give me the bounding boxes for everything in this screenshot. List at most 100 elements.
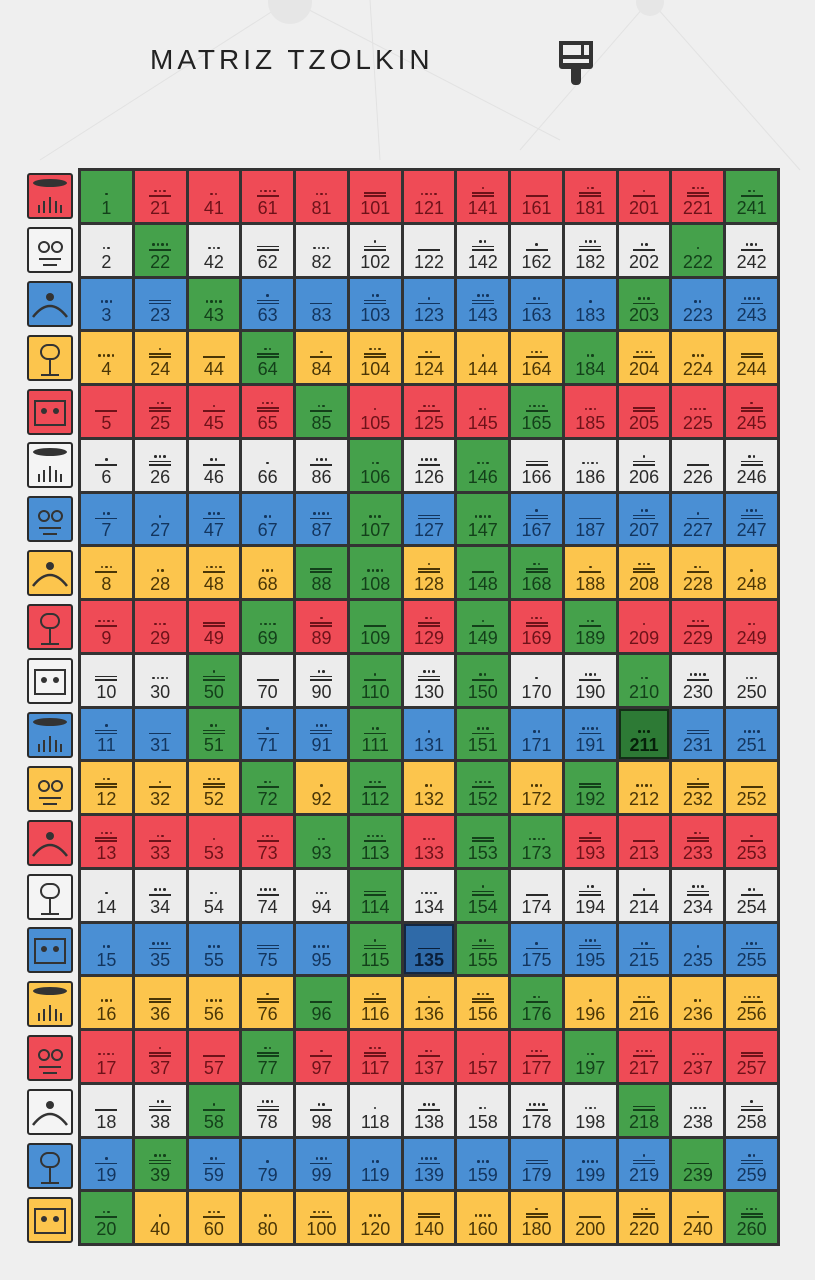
kin-cell-53[interactable]: 53 xyxy=(188,816,240,867)
kin-cell-179[interactable]: 179 xyxy=(511,1138,562,1190)
kin-cell-238[interactable]: 238 xyxy=(672,1084,724,1136)
kin-cell-65[interactable]: 65 xyxy=(242,386,294,437)
kin-cell-157[interactable]: 157 xyxy=(457,1031,509,1082)
kin-cell-197[interactable]: 197 xyxy=(564,1031,616,1082)
kin-cell-212[interactable]: 212 xyxy=(618,762,670,813)
kin-cell-162[interactable]: 162 xyxy=(511,224,562,276)
kin-cell-119[interactable]: 119 xyxy=(349,1138,401,1190)
kin-cell-229[interactable]: 229 xyxy=(672,601,724,652)
kin-cell-46[interactable]: 46 xyxy=(188,439,240,491)
kin-cell-5[interactable]: 5 xyxy=(81,386,132,437)
kin-cell-71[interactable]: 71 xyxy=(242,708,294,760)
kin-cell-203[interactable]: 203 xyxy=(618,278,670,330)
kin-cell-236[interactable]: 236 xyxy=(672,977,724,1028)
seal-red-serpent-icon[interactable] xyxy=(27,388,73,435)
kin-cell-92[interactable]: 92 xyxy=(296,762,347,813)
kin-cell-223[interactable]: 223 xyxy=(672,278,724,330)
kin-cell-133[interactable]: 133 xyxy=(403,816,455,867)
kin-cell-250[interactable]: 250 xyxy=(726,654,777,706)
seal-white-worldbridger-icon[interactable] xyxy=(27,442,73,489)
kin-cell-113[interactable]: 113 xyxy=(349,816,401,867)
kin-cell-241[interactable]: 241 xyxy=(726,171,777,222)
kin-cell-17[interactable]: 17 xyxy=(81,1031,132,1082)
kin-cell-35[interactable]: 35 xyxy=(134,923,186,975)
kin-cell-247[interactable]: 247 xyxy=(726,493,777,545)
kin-cell-20[interactable]: 20 xyxy=(81,1192,132,1243)
kin-cell-126[interactable]: 126 xyxy=(403,439,455,491)
kin-cell-258[interactable]: 258 xyxy=(726,1084,777,1136)
kin-cell-260[interactable]: 260 xyxy=(726,1192,777,1243)
kin-cell-145[interactable]: 145 xyxy=(457,386,509,437)
kin-cell-39[interactable]: 39 xyxy=(134,1138,186,1190)
kin-cell-166[interactable]: 166 xyxy=(511,439,562,491)
kin-cell-41[interactable]: 41 xyxy=(188,171,240,222)
kin-cell-231[interactable]: 231 xyxy=(672,708,724,760)
kin-cell-135[interactable]: 135 xyxy=(403,923,455,975)
kin-cell-85[interactable]: 85 xyxy=(296,386,347,437)
kin-cell-225[interactable]: 225 xyxy=(672,386,724,437)
kin-cell-216[interactable]: 216 xyxy=(618,977,670,1028)
kin-cell-198[interactable]: 198 xyxy=(564,1084,616,1136)
kin-cell-159[interactable]: 159 xyxy=(457,1138,509,1190)
kin-cell-121[interactable]: 121 xyxy=(403,171,455,222)
kin-cell-144[interactable]: 144 xyxy=(457,332,509,383)
seal-yellow-seed-icon[interactable] xyxy=(27,334,73,381)
kin-cell-132[interactable]: 132 xyxy=(403,762,455,813)
seal-white-wind-icon[interactable] xyxy=(27,226,73,273)
kin-cell-6[interactable]: 6 xyxy=(81,439,132,491)
kin-cell-100[interactable]: 100 xyxy=(296,1192,347,1243)
kin-cell-124[interactable]: 124 xyxy=(403,332,455,383)
kin-cell-160[interactable]: 160 xyxy=(457,1192,509,1243)
kin-cell-219[interactable]: 219 xyxy=(618,1138,670,1190)
kin-cell-168[interactable]: 168 xyxy=(511,547,562,598)
kin-cell-218[interactable]: 218 xyxy=(618,1084,670,1136)
kin-cell-153[interactable]: 153 xyxy=(457,816,509,867)
kin-cell-141[interactable]: 141 xyxy=(457,171,509,222)
kin-cell-232[interactable]: 232 xyxy=(672,762,724,813)
kin-cell-90[interactable]: 90 xyxy=(296,654,347,706)
kin-cell-19[interactable]: 19 xyxy=(81,1138,132,1190)
kin-cell-136[interactable]: 136 xyxy=(403,977,455,1028)
kin-cell-201[interactable]: 201 xyxy=(618,171,670,222)
kin-cell-76[interactable]: 76 xyxy=(242,977,294,1028)
kin-cell-147[interactable]: 147 xyxy=(457,493,509,545)
kin-cell-156[interactable]: 156 xyxy=(457,977,509,1028)
kin-cell-34[interactable]: 34 xyxy=(134,869,186,921)
kin-cell-31[interactable]: 31 xyxy=(134,708,186,760)
kin-cell-137[interactable]: 137 xyxy=(403,1031,455,1082)
kin-cell-183[interactable]: 183 xyxy=(564,278,616,330)
kin-cell-110[interactable]: 110 xyxy=(349,654,401,706)
kin-cell-12[interactable]: 12 xyxy=(81,762,132,813)
kin-cell-244[interactable]: 244 xyxy=(726,332,777,383)
kin-cell-24[interactable]: 24 xyxy=(134,332,186,383)
kin-cell-118[interactable]: 118 xyxy=(349,1084,401,1136)
kin-cell-101[interactable]: 101 xyxy=(349,171,401,222)
kin-cell-239[interactable]: 239 xyxy=(672,1138,724,1190)
kin-cell-256[interactable]: 256 xyxy=(726,977,777,1028)
kin-cell-230[interactable]: 230 xyxy=(672,654,724,706)
kin-cell-33[interactable]: 33 xyxy=(134,816,186,867)
kin-cell-98[interactable]: 98 xyxy=(296,1084,347,1136)
kin-cell-105[interactable]: 105 xyxy=(349,386,401,437)
kin-cell-99[interactable]: 99 xyxy=(296,1138,347,1190)
kin-cell-87[interactable]: 87 xyxy=(296,493,347,545)
kin-cell-246[interactable]: 246 xyxy=(726,439,777,491)
kin-cell-1[interactable]: 1 xyxy=(81,171,132,222)
kin-cell-117[interactable]: 117 xyxy=(349,1031,401,1082)
kin-cell-195[interactable]: 195 xyxy=(564,923,616,975)
kin-cell-209[interactable]: 209 xyxy=(618,601,670,652)
kin-cell-52[interactable]: 52 xyxy=(188,762,240,813)
kin-cell-94[interactable]: 94 xyxy=(296,869,347,921)
kin-cell-259[interactable]: 259 xyxy=(726,1138,777,1190)
kin-cell-169[interactable]: 169 xyxy=(511,601,562,652)
kin-cell-120[interactable]: 120 xyxy=(349,1192,401,1243)
kin-cell-7[interactable]: 7 xyxy=(81,493,132,545)
kin-cell-44[interactable]: 44 xyxy=(188,332,240,383)
kin-cell-26[interactable]: 26 xyxy=(134,439,186,491)
seal-white-mirror-icon[interactable] xyxy=(27,1089,73,1136)
kin-cell-74[interactable]: 74 xyxy=(242,869,294,921)
kin-cell-206[interactable]: 206 xyxy=(618,439,670,491)
kin-cell-58[interactable]: 58 xyxy=(188,1084,240,1136)
kin-cell-18[interactable]: 18 xyxy=(81,1084,132,1136)
kin-cell-150[interactable]: 150 xyxy=(457,654,509,706)
